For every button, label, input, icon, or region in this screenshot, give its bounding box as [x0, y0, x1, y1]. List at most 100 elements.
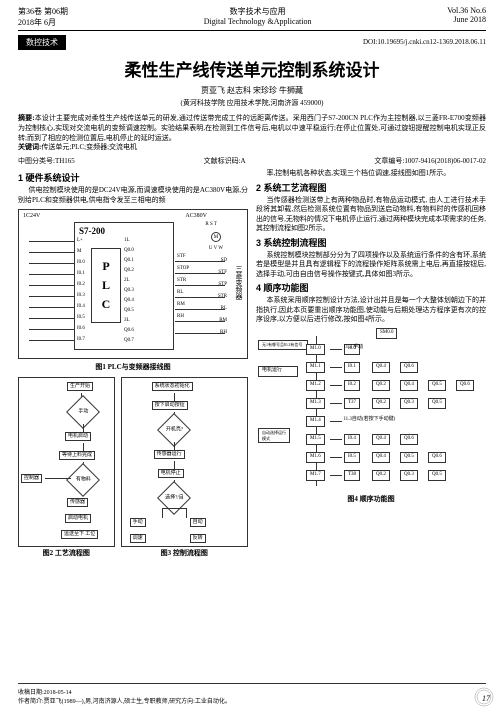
volume-en: Vol.36 No.6 — [447, 6, 486, 15]
clc-label: 中图分类号: — [18, 157, 55, 165]
section-2-heading: 2 系统工艺流程图 — [256, 182, 486, 194]
plc-q-pin: 1L — [124, 238, 130, 245]
article-no-label: 文章编号: — [374, 157, 404, 165]
meta-row: 中图分类号:TH165 文献标识码:A 文章编号:1007-9416(2018)… — [0, 153, 504, 169]
f2-motor-start: 电机启动 — [65, 432, 91, 442]
sfc-action: Q0.4 — [400, 380, 418, 391]
article-no-value: 1007-9416(2018)06-0017-02 — [404, 157, 486, 165]
plc-right-label: RH — [177, 314, 184, 321]
sfc-action: Q0.5 — [400, 452, 418, 463]
sfc-action: Q0.6 — [400, 434, 418, 445]
plc-left-pin: I0.1 — [77, 271, 85, 278]
sfc-action: Q0.3 — [400, 398, 418, 409]
plc-model: S7-200 — [79, 225, 105, 237]
f3-reverse: 反转 — [190, 534, 206, 544]
figure-3-caption: 图3 控制流程图 — [121, 549, 248, 558]
sfc-action: Q0.2 — [372, 380, 390, 391]
plc-q-pin: Q0.3 — [124, 288, 134, 295]
f2-sensor: 传感器 — [67, 498, 88, 508]
plc-q-pin: Q0.2 — [124, 268, 134, 275]
plc-left-pin: I0.4 — [77, 304, 85, 311]
f3-sensor-run: 传感器运行 — [154, 450, 185, 460]
sfc-action: Q0.5 — [428, 380, 446, 391]
f2-material: 有物料 — [66, 463, 100, 497]
received-date: 收稿日期:2018-05-14 — [18, 687, 486, 696]
figure-1-caption: 图1 PLC与变频器接线图 — [18, 363, 248, 372]
figure-4-caption: 图4 顺序功能图 — [256, 495, 486, 504]
sfc-action: Q0.5 — [428, 398, 446, 409]
sfc-action: T38 — [344, 470, 360, 481]
sfc-state: M1.3 — [306, 398, 325, 409]
plc-right-label: STOP — [177, 266, 189, 273]
motor-symbol: M — [211, 232, 221, 242]
plc-left-pin: I0.7 — [77, 337, 85, 344]
abstract-text: 本设计主要完成对柔性生产线传送单元的研发,通过传送带完成工件的远距离传送。采用西… — [18, 114, 486, 142]
keywords-text: 传送单元;PLC;变频器;交流电机 — [41, 143, 137, 151]
sfc-state: M1.0 — [306, 344, 325, 355]
sfc-side3: 自动选择运行模式 — [258, 428, 290, 443]
sfc-action: T37 — [344, 398, 360, 409]
sfc-action: Q0.4 — [372, 362, 390, 373]
sfc-side2: 电机运行 — [258, 366, 298, 377]
clc-value: TH165 — [55, 157, 75, 165]
uvw-label: U V W — [209, 246, 223, 253]
doc-code-value: A — [241, 157, 246, 165]
section-4-text: 本系统采用顺序控制设计方法,设计出并且是每一个大整体划朝边下的并指执行,因此本页… — [256, 296, 486, 324]
plc-left-pin: I0.6 — [77, 326, 85, 333]
sfc-state: M1.2 — [306, 380, 325, 391]
rst-label: R S T — [205, 222, 217, 229]
figure-1-plc-diagram: 1C24V AC380V S7-200 PLC L+MI0.0I0.1I0.2I… — [18, 209, 248, 359]
sfc-action: I0.5 — [344, 452, 360, 463]
f3-init: 系统状态初始化 — [152, 382, 193, 392]
plc-q-pin: Q0.5 — [124, 308, 134, 315]
journal-header: 第36卷 第06期 2018年 6月 数字技术与应用 Digital Techn… — [0, 0, 504, 30]
plc-right-label: RL — [177, 290, 183, 297]
sfc-action: Q0.4 — [372, 452, 390, 463]
plc-q-pin: 2L — [124, 278, 130, 285]
plc-q-pin: Q0.6 — [124, 328, 134, 335]
sfc-action: Q0.5 — [428, 470, 446, 481]
f3-auto: 自动 — [190, 518, 206, 528]
plc-power-left: 1C24V — [23, 212, 40, 220]
volume-cn: 第36卷 第06期 — [18, 6, 68, 17]
sfc-sm: SM0.0 — [376, 328, 397, 339]
plc-chip: PLC — [91, 248, 121, 323]
article-title: 柔性生产线传送单元控制系统设计 — [0, 56, 504, 81]
category-tag: 数控技术 — [18, 35, 66, 50]
sfc-action: Q0.2 — [372, 398, 390, 409]
plc-right-label: RM — [177, 302, 185, 309]
f2-start: 生产开始 — [67, 382, 93, 392]
plc-q-pin: Q0.7 — [124, 338, 134, 345]
plc-power-right: AC380V — [185, 212, 207, 220]
plc-right-label: STR — [177, 278, 186, 285]
abstract-block: 摘要:本设计主要完成对柔性生产线传送单元的研发,通过传送带完成工件的远距离传送。… — [0, 114, 504, 153]
doi-text: DOI:10.19695/j.cnki.cn12-1369.2018.06.11 — [363, 36, 504, 46]
plc-left-pin: I0.2 — [77, 282, 85, 289]
f2-controller: 控制器 — [21, 474, 42, 484]
sfc-action: Q0.6 — [428, 452, 446, 463]
sfc-action: Q0.2 — [372, 470, 390, 481]
figure-3-flowchart: 系统状态初始化 按下启动按钮 开机亮? 传感器运行 电机停止 选择?/自 手动 … — [121, 377, 248, 547]
f2-wait: 等待上料完成 — [59, 451, 95, 461]
f3-motor-stop: 电机停止 — [158, 469, 184, 479]
figure-2-flowchart: 生产开始 手动 电机启动 等待上料完成 有物料 控制器 传感器 启动电机 运送至… — [18, 377, 115, 547]
sfc-action: I0.1 — [344, 362, 360, 373]
plc-left-pin: I0.5 — [77, 315, 85, 322]
sfc-note: I1.3自动(若按下手动键) — [344, 417, 395, 424]
affiliation: (黄河科技学院 应用技术学院,河南济源 459000) — [0, 98, 504, 108]
section-1-text: 供电控制模块使用的是DC24V电源,而调速模块使用的是AC380V电源,分别给P… — [18, 186, 248, 205]
sfc-action: I0.4 — [344, 434, 360, 445]
f2-start-motor: 启动电机 — [65, 514, 91, 524]
sfc-action: Q0.3 — [400, 470, 418, 481]
sfc-state: M1.4 — [306, 416, 325, 427]
right-column: 率,控制电机各种状态,实现三个档位调速,接线图如图1所示。 2 系统工艺流程图 … — [256, 169, 486, 562]
keywords-label: 关键词: — [18, 143, 41, 151]
footer: 收稿日期:2018-05-14 作者简介:贾亚飞(1989—),男,河南济源人,… — [18, 683, 486, 705]
sfc-action: I0.2 — [344, 380, 360, 391]
inverter-label: 三菱变频器 — [234, 265, 243, 300]
section-3-heading: 3 系统控制流程图 — [256, 237, 486, 249]
plc-q-pin: Q0.0 — [124, 248, 134, 255]
figure-2-caption: 图2 工艺流程图 — [18, 549, 115, 558]
f3-manual: 手动 — [130, 518, 146, 528]
page-number: 17 — [482, 694, 490, 703]
